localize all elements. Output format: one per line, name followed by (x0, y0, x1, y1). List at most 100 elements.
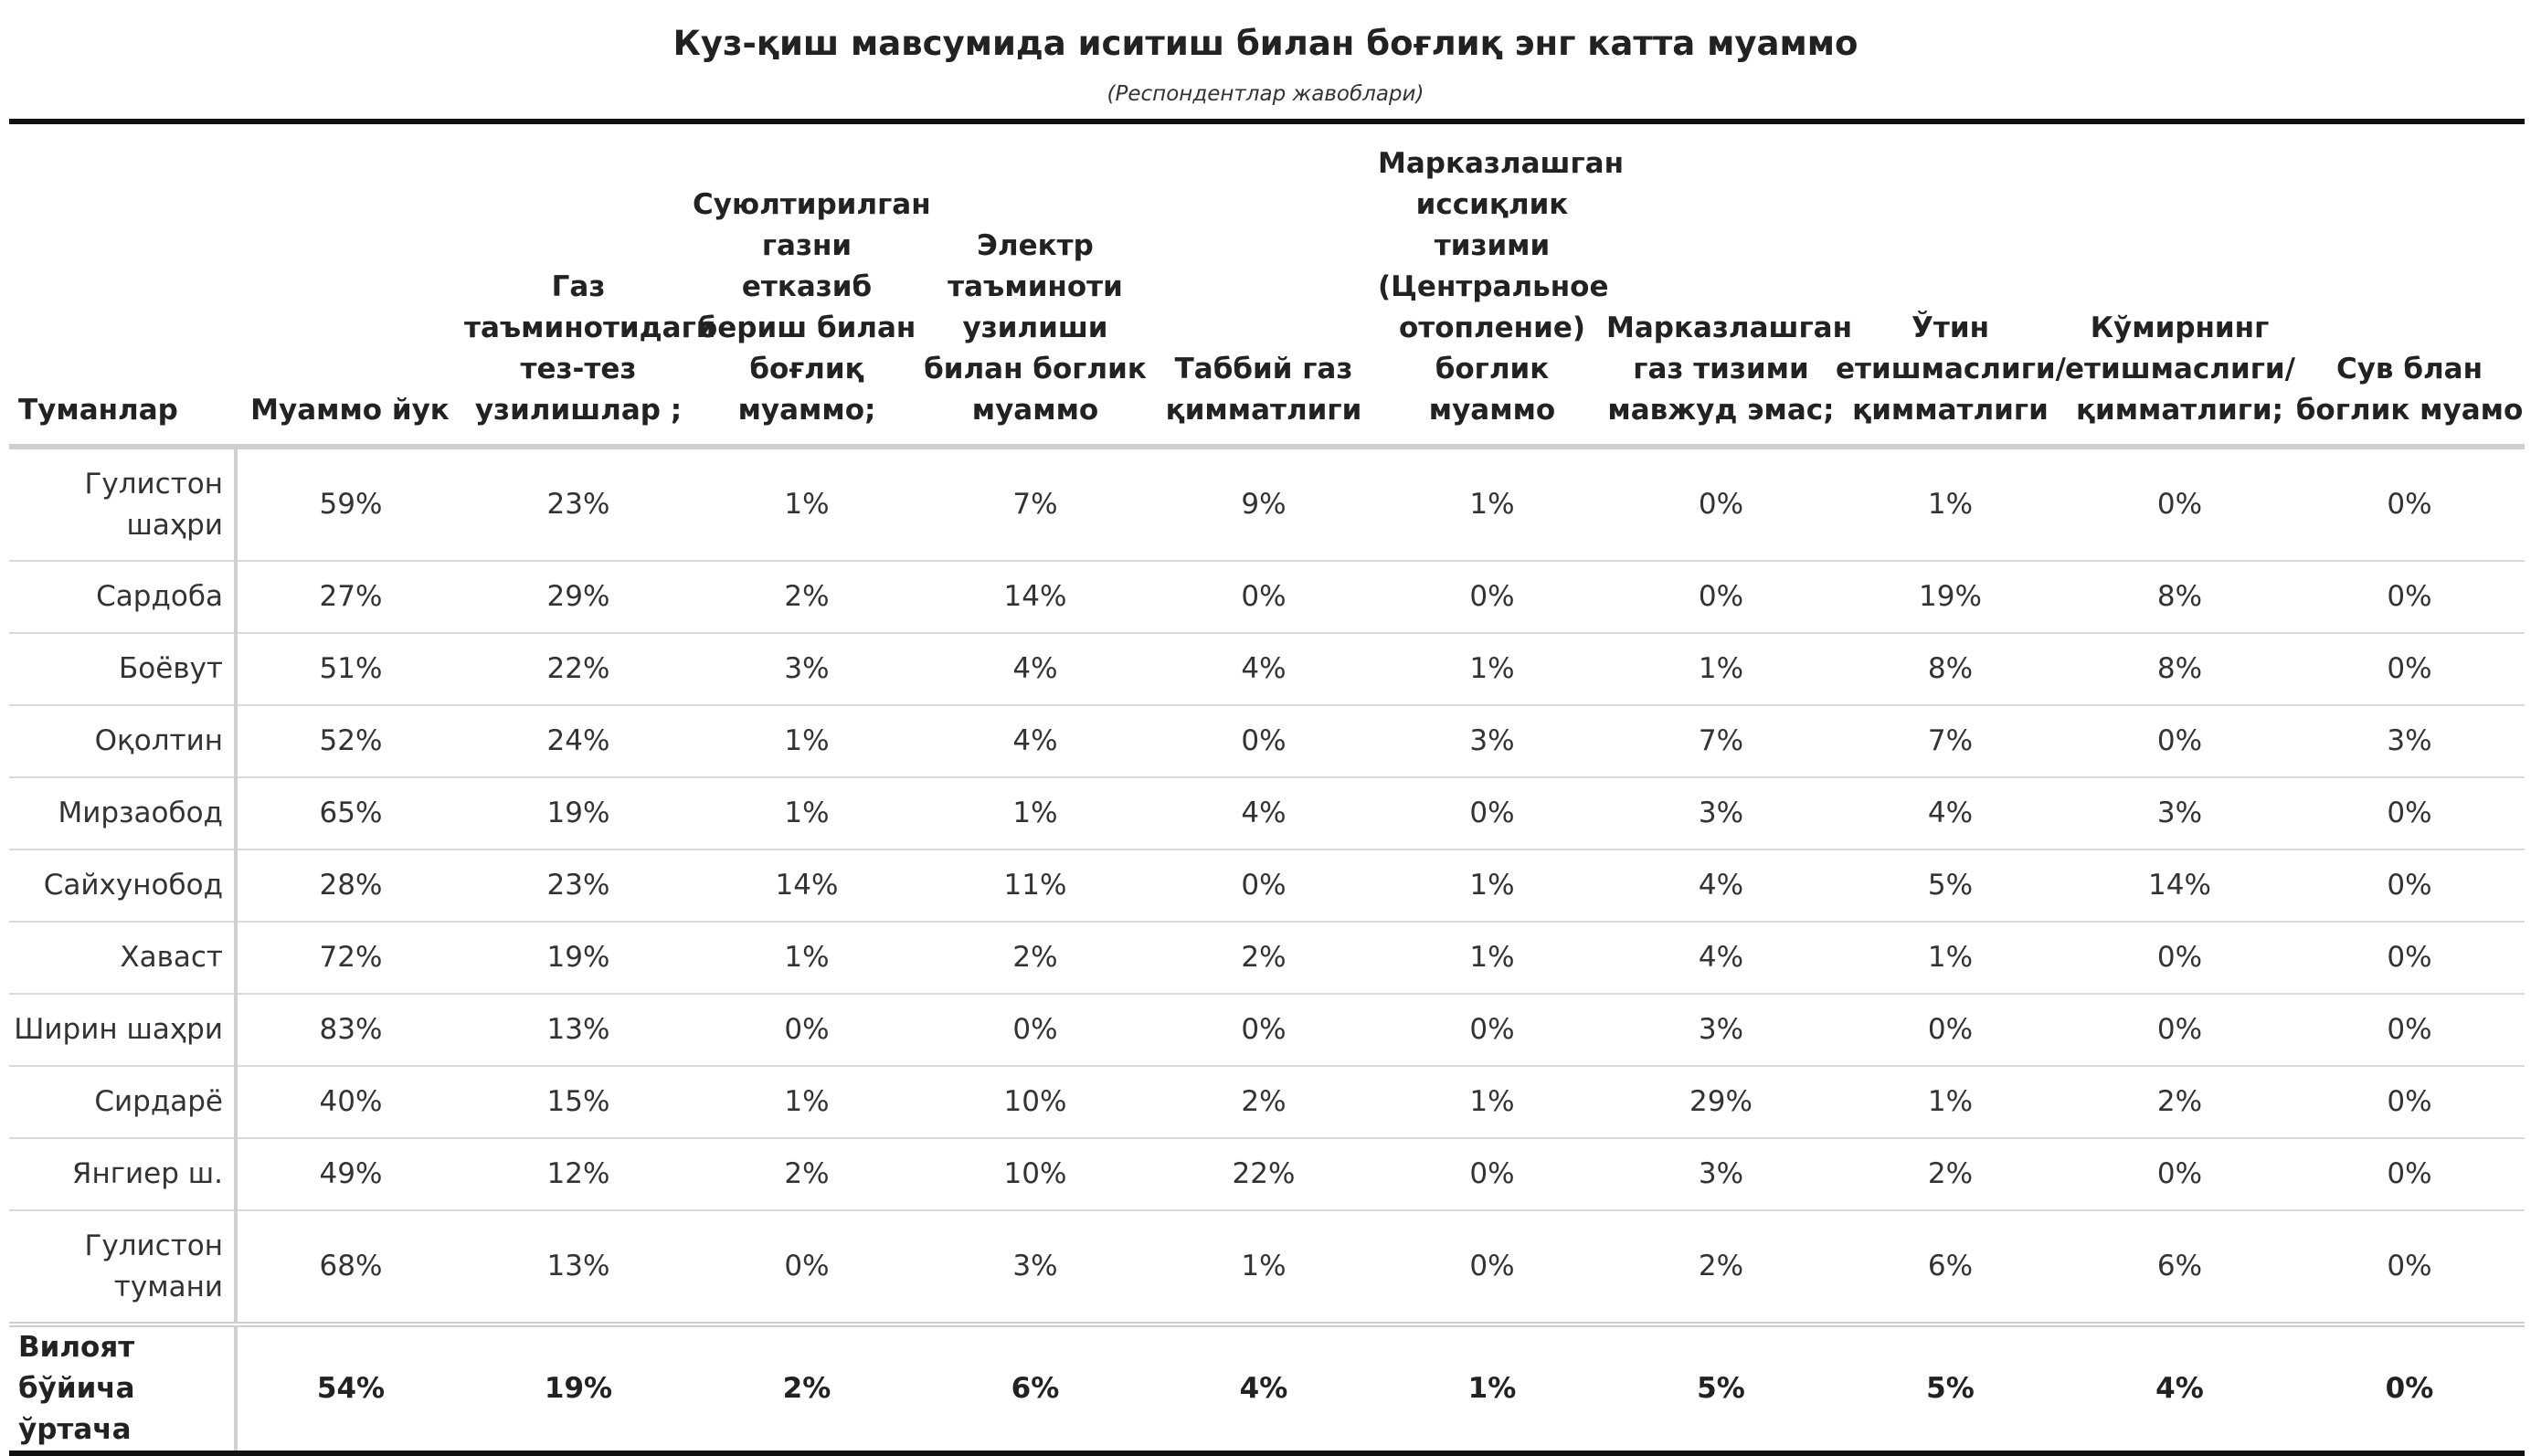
table-cell: 7% (1606, 705, 1836, 778)
table-cell: 1% (1378, 922, 1606, 995)
table-cell: 0% (1149, 561, 1378, 634)
table-cell: 2% (1149, 922, 1378, 995)
table-cell: 1% (693, 447, 921, 562)
table-cell: 0% (2294, 561, 2525, 634)
table-cell: 1% (693, 705, 921, 778)
table-cell: 13% (464, 994, 693, 1067)
table-cell: 0% (2065, 922, 2294, 995)
table-row: Гулистон тумани 68% 13% 0% 3% 1% 0% 2% 6% 6% 0% (9, 1210, 2525, 1327)
table-cell: 4% (1836, 777, 2065, 850)
table-cell: 1% (1836, 1066, 2065, 1139)
table-cell: 1% (693, 1066, 921, 1139)
table-cell: 0% (2065, 1138, 2294, 1211)
total-cell: 5% (1926, 1372, 1975, 1405)
table-cell: 9% (1149, 447, 1378, 562)
table-cell: 0% (2294, 777, 2525, 850)
table-row: Гулистон шаҳри 59% 23% 1% 7% 9% 1% 0% 1% 0% 0% (9, 447, 2525, 562)
chart-subtitle: (Респондентлар жавоблари) (1107, 82, 1424, 106)
table-cell: 3% (1606, 1138, 1836, 1211)
table-cell: 1% (1378, 447, 1606, 562)
table-row: Хаваст 72% 19% 1% 2% 2% 1% 4% 1% 0% 0% (9, 922, 2525, 995)
table-cell: 7% (1836, 705, 2065, 778)
row-label: Сайхунобод (9, 849, 238, 923)
table-cell: 1% (1836, 922, 2065, 995)
table-cell: 0% (1378, 994, 1606, 1067)
table-cell: 0% (2294, 1210, 2525, 1327)
table-cell: 13% (464, 1210, 693, 1327)
table-cell: 0% (2294, 447, 2525, 562)
table-cell: 0% (921, 994, 1149, 1067)
column-header: Газ таъминотидаги тез-тез узилишлар ; (464, 121, 716, 449)
table-cell: 4% (1606, 849, 1836, 923)
table-cell: 3% (1606, 994, 1836, 1067)
table-cell: 0% (1149, 705, 1378, 778)
table-cell: 2% (693, 1138, 921, 1211)
column-header: Марказлашган газ тизими мавжуд эмас; (1606, 121, 1852, 449)
table-cell: 2% (693, 561, 921, 634)
row-label: Хаваст (9, 922, 238, 995)
table-row: Янгиер ш. 49% 12% 2% 10% 22% 0% 3% 2% 0% 0% (9, 1138, 2525, 1211)
table-cell: 29% (1606, 1066, 1836, 1139)
table-cell: 15% (464, 1066, 693, 1139)
table-cell: 11% (921, 849, 1149, 923)
column-header: Таббий газ қимматлиги (1149, 121, 1378, 449)
table-cell: 4% (1149, 777, 1378, 850)
row-label: Боёвут (9, 633, 238, 706)
row-header: Туманлар (9, 121, 236, 449)
table-cell: 68% (236, 1210, 464, 1327)
table-cell: 0% (2065, 705, 2294, 778)
total-cell: 6% (1011, 1372, 1060, 1405)
total-cell: 19% (544, 1372, 613, 1405)
table-cell: 0% (2294, 922, 2525, 995)
table-row: Ширин шаҳри 83% 13% 0% 0% 0% 0% 3% 0% 0% 0% (9, 994, 2525, 1067)
column-header: Марказлашган иссиқлик тизими (Центрально… (1378, 121, 1624, 449)
total-cell: 0% (2385, 1372, 2434, 1405)
table-row: Мирзаобод 65% 19% 1% 1% 4% 0% 3% 4% 3% 0% (9, 777, 2525, 850)
table-cell: 1% (921, 777, 1149, 850)
table-cell: 0% (1378, 777, 1606, 850)
table-cell: 19% (464, 777, 693, 850)
table-cell: 4% (1149, 633, 1378, 706)
table-cell: 0% (2294, 849, 2525, 923)
row-label: Оқолтин (9, 705, 238, 778)
table-cell: 8% (1836, 633, 2065, 706)
table-cell: 27% (236, 561, 464, 634)
table-cell: 40% (236, 1066, 464, 1139)
table-cell: 28% (236, 849, 464, 923)
table-cell: 3% (693, 633, 921, 706)
table-cell: 3% (2294, 705, 2525, 778)
row-label: Ширин шаҳри (9, 994, 238, 1067)
total-row: Вилоят бўйича ўртача 54% 19% 2% 6% 4% 1% 5% 5% 4… (9, 1324, 2525, 1453)
table-row: Оқолтин 52% 24% 1% 4% 0% 3% 7% 7% 0% 3% (9, 705, 2525, 778)
table-cell: 1% (1836, 447, 2065, 562)
table-row: Сардоба 27% 29% 2% 14% 0% 0% 0% 19% 8% 0% (9, 561, 2525, 634)
table-row: Боёвут 51% 22% 3% 4% 4% 1% 1% 8% 8% 0% (9, 633, 2525, 706)
total-cell: 2% (782, 1372, 831, 1405)
table-cell: 0% (1149, 849, 1378, 923)
table-cell: 3% (921, 1210, 1149, 1327)
table-cell: 19% (1836, 561, 2065, 634)
table-cell: 12% (464, 1138, 693, 1211)
row-label: Гулистон шаҳри (9, 447, 238, 562)
table-cell: 22% (464, 633, 693, 706)
row-label: Сардоба (9, 561, 238, 634)
table-cell: 72% (236, 922, 464, 995)
table-cell: 29% (464, 561, 693, 634)
table-cell: 49% (236, 1138, 464, 1211)
row-label: Гулистон тумани (9, 1210, 238, 1327)
table-cell: 51% (236, 633, 464, 706)
table-cell: 2% (921, 922, 1149, 995)
table-cell: 8% (2065, 633, 2294, 706)
table-cell: 0% (1378, 1210, 1606, 1327)
row-label: Янгиер ш. (9, 1138, 238, 1211)
table-cell: 52% (236, 705, 464, 778)
total-cell: 4% (2155, 1372, 2204, 1405)
column-header: Ўтин етишмаслиги/ қимматлиги (1836, 121, 2066, 449)
table-cell: 23% (464, 849, 693, 923)
total-label: Вилоят бўйича ўртача (9, 1324, 238, 1453)
table-cell: 6% (2065, 1210, 2294, 1327)
table-cell: 1% (1378, 849, 1606, 923)
table-cell: 2% (1606, 1210, 1836, 1327)
table-cell: 23% (464, 447, 693, 562)
table-cell: 0% (1836, 994, 2065, 1067)
